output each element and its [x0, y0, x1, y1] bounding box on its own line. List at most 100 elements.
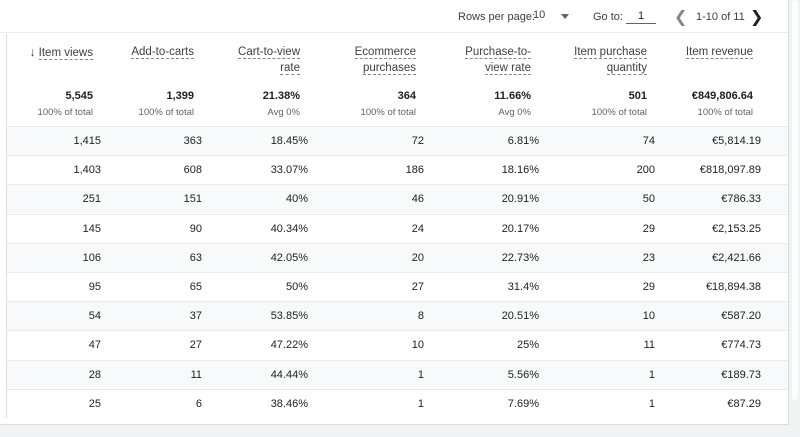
cell-item-views: 106 [82, 251, 101, 264]
total-sub-item-revenue: 100% of total [697, 107, 753, 118]
cell-item-purchase-quantity: 23 [642, 251, 655, 264]
cell-item-revenue: €189.73 [721, 368, 761, 381]
col-header-cart-to-view-rate[interactable]: Cart-to-view rate [238, 46, 300, 75]
cell-add-to-carts: 363 [183, 135, 202, 147]
scrollbar-thumb[interactable] [792, 0, 798, 400]
table-row: 251 151 40% 46 20.91% 50 €786.33 [7, 184, 788, 214]
chevron-left-icon[interactable]: ❮ [674, 9, 688, 26]
cell-add-to-carts: 90 [189, 222, 202, 235]
cell-cart-to-view-rate: 38.46% [270, 397, 308, 410]
table-row: 25 6 38.46% 1 7.69% 1 €87.29 [7, 388, 788, 418]
cell-item-views: 28 [88, 368, 101, 381]
cell-purchase-to-view-rate: 20.51% [501, 310, 539, 323]
table-row: 95 65 50% 27 31.4% 29 €18,894.38 [7, 272, 788, 301]
total-sub-cart-to-view-rate: Avg 0% [267, 107, 300, 118]
cell-item-views: 47 [88, 339, 101, 352]
cell-item-purchase-quantity: 74 [642, 135, 655, 147]
goto-label: Go to: [593, 11, 623, 23]
cell-add-to-carts: 151 [183, 193, 202, 206]
report-table-card: Rows per page: 10 Go to: ❮ 1-10 of 11 ❯ … [0, 0, 789, 425]
table-row: 1,415 363 18.45% 72 6.81% 74 €5,814.19 [7, 126, 788, 155]
cell-item-revenue: €587.20 [721, 310, 761, 323]
cell-item-purchase-quantity: 29 [642, 222, 655, 235]
cell-cart-to-view-rate: 44.44% [270, 368, 308, 381]
col-header-ecommerce-purchases[interactable]: Ecommerce purchases [354, 46, 416, 75]
cell-cart-to-view-rate: 40.34% [270, 222, 308, 235]
total-sub-item-purchase-quantity: 100% of total [591, 107, 647, 118]
cell-purchase-to-view-rate: 20.91% [501, 193, 539, 206]
cell-item-revenue: €818,097.89 [699, 164, 761, 177]
cell-purchase-to-view-rate: 31.4% [507, 281, 539, 293]
cell-cart-to-view-rate: 50% [285, 281, 308, 293]
page-range-label: 1-10 of 11 [696, 11, 745, 23]
col-header-item-purchase-quantity[interactable]: Item purchase quantity [574, 46, 647, 75]
col-header-add-to-carts[interactable]: Add-to-carts [131, 46, 194, 59]
cell-cart-to-view-rate: 53.85% [270, 310, 308, 323]
table-row: 47 27 47.22% 10 25% 11 €774.73 [7, 330, 788, 359]
table-row: 106 63 42.05% 20 22.73% 23 €2,421.66 [7, 242, 788, 272]
rows-per-page-select[interactable]: 10 [533, 9, 546, 21]
col-header-item-views[interactable]: ↓ Item views [29, 45, 93, 60]
cell-ecommerce-purchases: 20 [411, 251, 424, 264]
col-header-purchase-to-view-rate[interactable]: Purchase-to- view rate [465, 46, 531, 75]
total-cart-to-view-rate: 21.38% [262, 90, 300, 102]
cell-item-purchase-quantity: 1 [648, 397, 655, 410]
pagination-bar: Rows per page: 10 Go to: ❮ 1-10 of 11 ❯ [0, 0, 788, 33]
table-row: 28 11 44.44% 1 5.56% 1 €189.73 [7, 359, 788, 389]
col-header-item-revenue[interactable]: Item revenue [685, 46, 753, 59]
cell-ecommerce-purchases: 27 [411, 281, 424, 293]
cell-add-to-carts: 63 [189, 251, 202, 264]
total-item-purchase-quantity: 501 [628, 90, 647, 102]
total-sub-purchase-to-view-rate: Avg 0% [498, 107, 531, 118]
cell-item-revenue: €2,421.66 [712, 251, 761, 264]
cell-item-views: 251 [82, 193, 101, 206]
cell-cart-to-view-rate: 47.22% [270, 339, 308, 352]
cell-add-to-carts: 608 [183, 164, 202, 177]
cell-item-views: 54 [88, 310, 101, 323]
cell-cart-to-view-rate: 42.05% [270, 251, 308, 264]
cell-purchase-to-view-rate: 20.17% [501, 222, 539, 235]
table-row: 1,403 608 33.07% 186 18.16% 200 €818,097.89 [7, 155, 788, 184]
total-sub-ecommerce-purchases: 100% of total [360, 107, 416, 118]
total-purchase-to-view-rate: 11.66% [494, 90, 531, 102]
table-left-border [6, 34, 7, 418]
cell-item-purchase-quantity: 11 [643, 339, 655, 352]
cell-item-revenue: €786.33 [721, 193, 761, 206]
cell-item-revenue: €87.29 [727, 397, 761, 410]
cell-item-purchase-quantity: 29 [642, 281, 655, 293]
total-add-to-carts: 1,399 [166, 90, 194, 102]
cell-purchase-to-view-rate: 18.16% [501, 164, 539, 177]
caret-down-icon[interactable] [561, 14, 569, 19]
table-row: 145 90 40.34% 24 20.17% 29 €2,153.25 [7, 213, 788, 243]
cell-item-views: 1,403 [73, 164, 101, 177]
cell-item-revenue: €18,894.38 [705, 281, 761, 293]
cell-add-to-carts: 27 [189, 339, 202, 352]
cell-purchase-to-view-rate: 7.69% [507, 397, 539, 410]
cell-add-to-carts: 11 [190, 368, 202, 381]
cell-ecommerce-purchases: 1 [417, 397, 424, 410]
cell-add-to-carts: 65 [189, 281, 202, 293]
rows-per-page-label: Rows per page: [458, 11, 536, 23]
total-ecommerce-purchases: 364 [397, 90, 416, 102]
goto-page-input[interactable] [626, 8, 656, 24]
cell-ecommerce-purchases: 8 [417, 310, 424, 323]
cell-item-revenue: €2,153.25 [712, 222, 761, 235]
cell-item-purchase-quantity: 200 [636, 164, 655, 177]
cell-cart-to-view-rate: 33.07% [270, 164, 308, 177]
cell-item-purchase-quantity: 10 [642, 310, 655, 323]
cell-add-to-carts: 6 [195, 397, 202, 410]
cell-purchase-to-view-rate: 5.56% [507, 368, 539, 381]
cell-purchase-to-view-rate: 22.73% [501, 251, 539, 264]
cell-ecommerce-purchases: 46 [411, 193, 424, 206]
chevron-right-icon[interactable]: ❯ [750, 9, 764, 26]
total-sub-add-to-carts: 100% of total [138, 107, 194, 118]
cell-item-purchase-quantity: 50 [642, 193, 655, 206]
cell-cart-to-view-rate: 40% [285, 193, 308, 206]
cell-item-purchase-quantity: 1 [648, 368, 655, 381]
total-item-views: 5,545 [65, 90, 93, 102]
arrow-down-icon: ↓ [29, 45, 36, 59]
cell-purchase-to-view-rate: 25% [516, 339, 539, 352]
cell-item-views: 25 [88, 397, 101, 410]
cell-ecommerce-purchases: 1 [417, 368, 424, 381]
cell-ecommerce-purchases: 186 [405, 164, 424, 177]
